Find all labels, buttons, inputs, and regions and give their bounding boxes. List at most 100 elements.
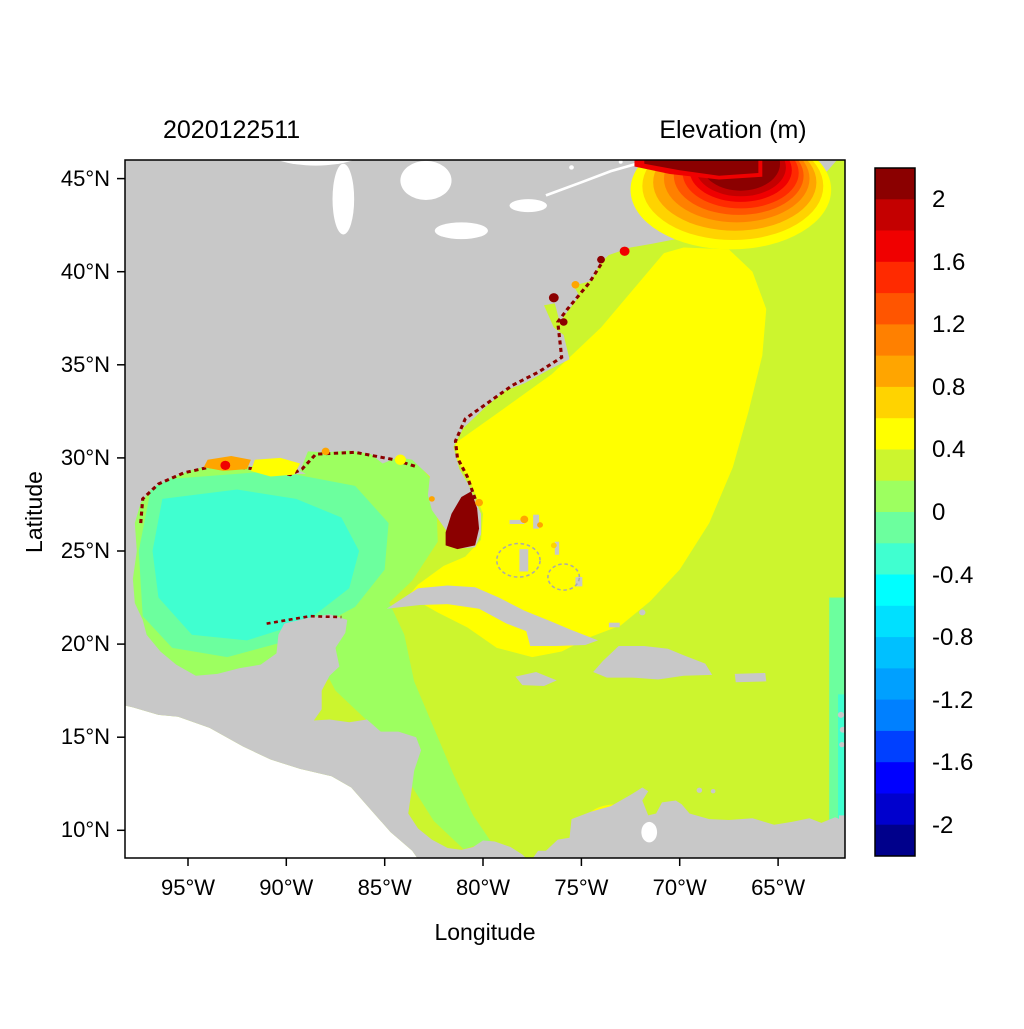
leeward-island-land <box>837 711 845 718</box>
colorbar-band <box>875 793 915 826</box>
y-axis-tick-labels: 45°N 40°N 35°N 30°N 25°N 20°N 15°N 10°N <box>61 166 110 842</box>
apalachee-yellow-dot <box>394 454 406 465</box>
south-florida-dark-red-blob <box>445 491 480 550</box>
bahamas-orange-dot-2 <box>537 522 543 528</box>
chesapeake-mouth-dot <box>559 318 568 326</box>
western-caribbean-green-region <box>315 601 491 849</box>
louisiana-red-dot <box>220 460 231 471</box>
trinidad-land <box>839 815 845 829</box>
lake-ontario <box>509 199 547 213</box>
x-tick-label-85w: 85°W <box>358 875 412 900</box>
colorbar-band <box>875 637 915 669</box>
bahamas-gold-dot <box>550 542 557 549</box>
x-axis-label: Longitude <box>434 919 535 945</box>
colorbar-band <box>875 418 915 450</box>
colorbar-band <box>875 480 915 513</box>
x-tick-label-95w: 95°W <box>161 875 215 900</box>
cuba-land <box>386 585 599 646</box>
colorbar-label-2: 2 <box>932 186 945 213</box>
colorbar-title: Elevation (m) <box>659 116 806 144</box>
colorbar-label-1p2: 1.2 <box>932 311 965 338</box>
small-lake-dot-2 <box>618 160 623 164</box>
curacao-land <box>696 787 703 793</box>
tampa-bay-orange-dot <box>428 496 435 502</box>
colorbar-band <box>875 449 915 482</box>
colorbar-band <box>875 543 915 576</box>
bahamas-orange-dot-1 <box>520 515 529 524</box>
y-tick-label-10n: 10°N <box>61 817 110 842</box>
colorbar-band <box>875 512 915 544</box>
gulf-stream-yellow-region <box>408 247 767 658</box>
timestamp-title: 2020122511 <box>163 116 300 144</box>
colorbar-label-0p4: 0.4 <box>932 436 965 463</box>
x-tick-label-70w: 70°W <box>653 875 707 900</box>
south-america-land <box>532 787 845 858</box>
y-axis-ticks <box>117 177 125 832</box>
andros-land <box>519 549 529 572</box>
x-tick-label-65w: 65°W <box>751 875 805 900</box>
east-edge-cyan-strip <box>838 694 845 858</box>
colorbar-band <box>875 605 915 638</box>
hispaniola-land <box>593 645 713 680</box>
long-island-bahamas-land <box>575 577 583 587</box>
colorbar-band <box>875 668 915 701</box>
fundy-surge-rings <box>630 160 832 250</box>
colorbar: 2 1.6 1.2 0.8 0.4 0 -0.4 -0.8 -1.2 -1.6 … <box>874 167 973 857</box>
great-inagua-land <box>608 622 620 628</box>
colorbar-band <box>875 324 915 357</box>
mobile-bay-orange-dot <box>321 447 330 456</box>
colorbar-label-0: 0 <box>932 499 945 526</box>
coastal-detail-layer <box>139 246 630 625</box>
gulf-of-mexico-core-region <box>152 489 360 641</box>
plot-frame <box>124 159 846 859</box>
colorbar-band <box>875 699 915 732</box>
colorbar-label-m1p6: -1.6 <box>932 749 973 776</box>
colorbar-label-0p8: 0.8 <box>932 374 965 401</box>
bonaire-land <box>710 788 716 794</box>
y-tick-label-30n: 30°N <box>61 445 110 470</box>
colorbar-band <box>875 199 915 232</box>
pacific-no-data-region <box>125 705 418 858</box>
colorbar-labels: 2 1.6 1.2 0.8 0.4 0 -0.4 -0.8 -1.2 -1.6 … <box>932 186 973 839</box>
chesapeake-dark-red-dot <box>548 293 559 303</box>
x-tick-label-90w: 90°W <box>259 875 313 900</box>
y-tick-label-15n: 15°N <box>61 724 110 749</box>
grand-bahama-land <box>509 519 525 525</box>
y-axis-label: Latitude <box>21 471 47 553</box>
lake-erie <box>434 222 488 240</box>
jamaica-land <box>515 672 557 686</box>
x-axis-tick-labels: 95°W 90°W 85°W 80°W 75°W 70°W 65°W <box>161 875 805 900</box>
north-central-america-land <box>125 160 838 858</box>
caicos-land <box>639 609 646 616</box>
colorbar-label-1p6: 1.6 <box>932 249 965 276</box>
windward-island-land <box>839 726 845 733</box>
lake-michigan <box>332 163 355 235</box>
delaware-bay-orange-dot <box>571 281 580 289</box>
lake-superior <box>277 160 354 166</box>
y-tick-label-35n: 35°N <box>61 352 110 377</box>
long-island-sound-red-dot <box>619 246 630 256</box>
colorbar-band <box>875 730 915 763</box>
x-tick-label-80w: 80°W <box>456 875 510 900</box>
colorbar-band <box>875 386 915 419</box>
x-axis-ticks <box>187 858 779 866</box>
colorbar-frame <box>874 167 916 857</box>
florida-coast-yellow-dot <box>477 488 485 496</box>
eleuthera-land <box>554 541 560 555</box>
puerto-rico-land <box>734 672 767 683</box>
colorbar-label-m2: -2 <box>932 812 953 839</box>
y-tick-label-40n: 40°N <box>61 259 110 284</box>
lake-huron <box>400 160 452 201</box>
small-lake-dot-1 <box>569 165 574 170</box>
colorbar-band <box>875 762 915 794</box>
martinique-land <box>839 742 845 748</box>
colorbar-band <box>875 574 915 607</box>
lonlat-layer <box>125 160 845 858</box>
colorbar-band <box>875 261 915 294</box>
y-tick-label-25n: 25°N <box>61 538 110 563</box>
st-lawrence-dark-red-wedge <box>644 160 759 176</box>
map-plot-area <box>125 160 845 858</box>
colorbar-band <box>875 824 915 856</box>
new-york-harbor-dot <box>597 255 605 264</box>
